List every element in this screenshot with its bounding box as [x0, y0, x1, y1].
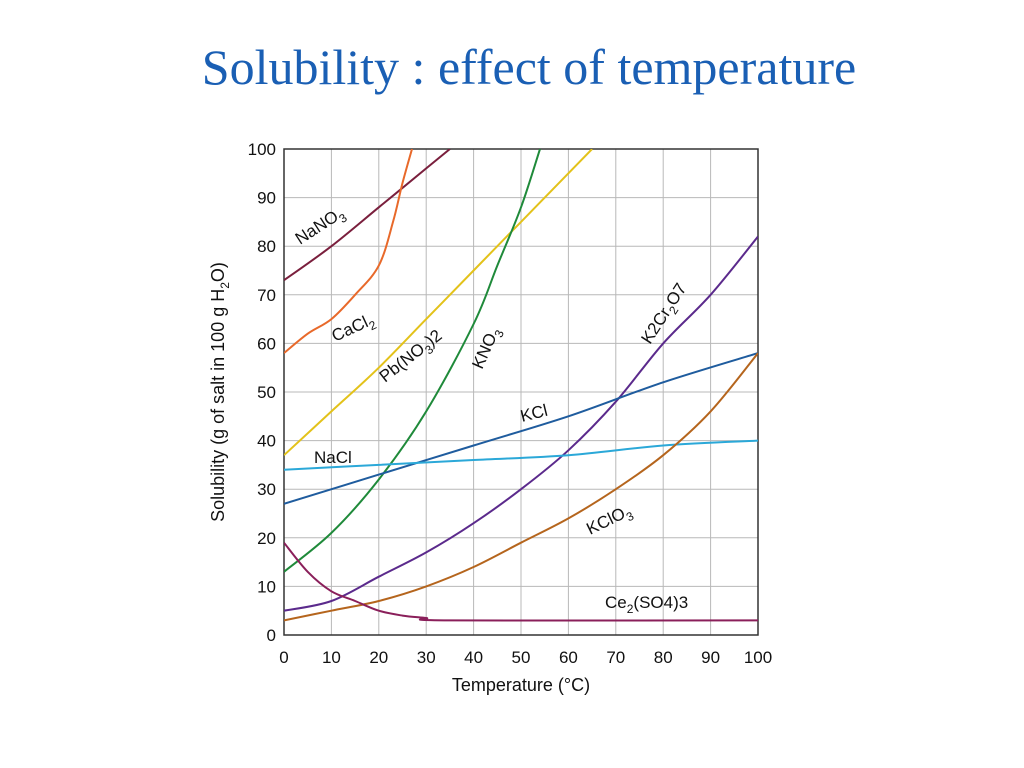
y-tick-label: 0 [267, 626, 276, 645]
y-tick-label: 30 [257, 480, 276, 499]
x-tick-label: 90 [701, 648, 720, 667]
x-tick-label: 20 [369, 648, 388, 667]
series-line-3 [284, 149, 541, 573]
series-label-6: NaCl [314, 448, 352, 467]
y-tick-label: 60 [257, 334, 276, 353]
x-tick-label: 100 [744, 648, 772, 667]
y-tick-label: 50 [257, 383, 276, 402]
y-tick-label: 70 [257, 286, 276, 305]
y-tick-label: 40 [257, 432, 276, 451]
series-line-1 [284, 149, 413, 354]
slide-title: Solubility : effect of temperature [201, 39, 857, 95]
y-tick-label: 100 [248, 140, 276, 159]
series-line-0 [284, 149, 451, 282]
series-line-2 [284, 149, 593, 456]
plot-frame [283, 148, 759, 636]
y-tick-label: 80 [257, 237, 276, 256]
x-tick-label: 50 [512, 648, 531, 667]
series-line-8 [284, 542, 758, 622]
y-axis-label: Solubility (g of salt in 100 g H2O) [208, 262, 232, 522]
series-lines [284, 149, 758, 622]
y-tick-label: 10 [257, 577, 276, 596]
x-tick-label: 80 [654, 648, 673, 667]
series-line-5 [284, 352, 758, 505]
series-label-3: KNO3 [468, 324, 507, 373]
x-tick-label: 10 [322, 648, 341, 667]
series-label-0: NaNO3 [292, 203, 350, 252]
series-line-4 [284, 235, 758, 612]
x-axis-label: Temperature (°C) [452, 675, 590, 695]
series-line-7 [284, 352, 758, 622]
series-line-6 [284, 439, 758, 471]
x-tick-label: 40 [464, 648, 483, 667]
x-tick-label: 30 [417, 648, 436, 667]
axis-labels: Temperature (°C) Solubility (g of salt in… [208, 262, 590, 695]
x-tick-label: 0 [279, 648, 288, 667]
series-label-5: KCl [518, 401, 549, 426]
y-tick-label: 20 [257, 529, 276, 548]
y-tick-label: 90 [257, 189, 276, 208]
series-label-8: Ce2(SO4)3 [605, 593, 688, 616]
x-tick-label: 60 [559, 648, 578, 667]
series-label-7: KClO3 [583, 501, 636, 543]
series-label-4: K2Cr2O7 [637, 280, 693, 350]
x-tick-label: 70 [606, 648, 625, 667]
tick-labels: 0 10 20 30 40 50 60 70 80 90 100 0 10 20 30 40 50 60 70 80 9… [248, 140, 773, 667]
